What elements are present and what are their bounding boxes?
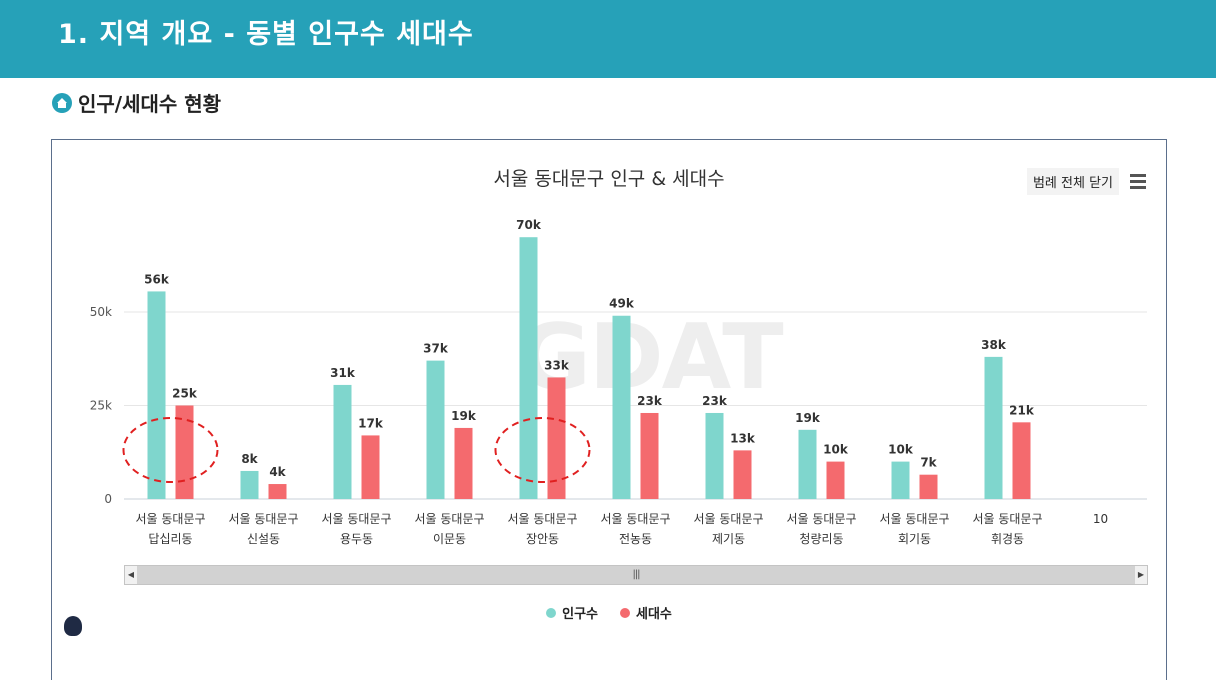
x-tick-label: 서울 동대문구 — [507, 512, 577, 526]
bar — [705, 412, 724, 499]
x-tick-label: 서울 동대문구 — [321, 512, 391, 526]
legend-label-households: 세대수 — [636, 607, 672, 622]
x-tick-label: 휘경동 — [991, 532, 1024, 546]
x-tick-label: 청량리동 — [799, 532, 843, 546]
y-tick-label: 25k — [90, 399, 112, 413]
bar — [547, 377, 566, 499]
legend-item-households[interactable]: 세대수 — [620, 603, 672, 622]
hamburger-menu-icon[interactable] — [1130, 174, 1146, 189]
x-tick-label: 서울 동대문구 — [879, 512, 949, 526]
data-label: 19k — [451, 409, 477, 423]
data-label: 7k — [920, 456, 937, 470]
bar — [1012, 422, 1031, 499]
bar — [612, 315, 631, 499]
data-label: 70k — [516, 218, 542, 232]
brand-logo-icon — [64, 616, 82, 636]
legend-label-population: 인구수 — [562, 607, 598, 622]
y-tick-label: 0 — [104, 492, 112, 506]
bar — [919, 474, 938, 499]
bar — [175, 405, 194, 499]
x-tick-label: 서울 동대문구 — [972, 512, 1042, 526]
bar — [826, 461, 845, 499]
bar — [891, 461, 910, 499]
y-tick-label: 50k — [90, 305, 112, 319]
data-label: 23k — [637, 394, 663, 408]
data-label: 10k — [888, 443, 914, 457]
annotation-ellipse — [494, 417, 591, 483]
chart-legend: 인구수 세대수 — [52, 603, 1166, 622]
data-label: 25k — [172, 387, 198, 401]
data-label: 33k — [544, 358, 570, 372]
x-tick-label: 제기동 — [712, 532, 745, 546]
bar — [454, 427, 473, 499]
x-tick-label: 서울 동대문구 — [600, 512, 670, 526]
x-tick-label: 장안동 — [526, 532, 559, 546]
x-tick-label: 신설동 — [247, 532, 280, 546]
data-label: 13k — [730, 431, 756, 445]
x-tick-label: 10 — [1093, 512, 1108, 526]
bar — [519, 237, 538, 499]
data-label: 8k — [241, 452, 258, 466]
x-tick-label: 서울 동대문구 — [228, 512, 298, 526]
scroll-left-arrow-icon[interactable]: ◀ — [125, 566, 137, 584]
x-tick-label: 회기동 — [898, 532, 931, 546]
bar — [640, 412, 659, 499]
home-icon — [52, 92, 72, 113]
annotation-ellipse — [122, 417, 219, 483]
bar — [240, 470, 259, 499]
bar — [733, 450, 752, 499]
bar — [984, 356, 1003, 499]
data-label: 38k — [981, 338, 1007, 352]
data-label: 49k — [609, 297, 635, 311]
page-title: 1. 지역 개요 - 동별 인구수 세대수 — [58, 19, 474, 50]
legend-dot-population — [546, 607, 557, 618]
section-heading: 인구/세대수 현황 — [52, 88, 221, 117]
data-label: 10k — [823, 443, 849, 457]
bar — [147, 291, 166, 499]
chart-container: GDAT 서울 동대문구 인구 & 세대수 범례 전체 닫기 0 25k 50k 56… — [51, 139, 1167, 680]
x-tick-label: 용두동 — [340, 532, 373, 546]
chart-title: 서울 동대문구 인구 & 세대수 — [493, 168, 725, 190]
x-tick-label: 서울 동대문구 — [414, 512, 484, 526]
data-label: 4k — [269, 465, 286, 479]
data-label: 19k — [795, 411, 821, 425]
bar — [333, 384, 352, 499]
x-tick-label: 전농동 — [619, 532, 652, 546]
data-label: 37k — [423, 342, 449, 356]
x-tick-label: 서울 동대문구 — [693, 512, 763, 526]
bar — [268, 484, 287, 499]
data-label: 17k — [358, 416, 384, 430]
bar — [798, 429, 817, 499]
chart-scrollbar[interactable]: ◀ ||| ▶ — [124, 565, 1148, 585]
x-tick-label: 서울 동대문구 — [135, 512, 205, 526]
scroll-right-arrow-icon[interactable]: ▶ — [1135, 566, 1147, 584]
x-tick-label: 답십리동 — [148, 532, 192, 546]
x-tick-label: 이문동 — [433, 532, 466, 546]
data-label: 56k — [144, 272, 170, 286]
data-label: 31k — [330, 366, 356, 380]
data-label: 23k — [702, 394, 728, 408]
legend-close-button[interactable]: 범례 전체 닫기 — [1026, 168, 1119, 195]
scroll-grip-icon[interactable]: ||| — [632, 569, 640, 580]
bar — [426, 360, 445, 499]
section-title: 인구/세대수 현황 — [78, 92, 222, 116]
legend-item-population[interactable]: 인구수 — [546, 603, 598, 622]
data-label: 21k — [1009, 403, 1035, 417]
x-tick-label: 서울 동대문구 — [786, 512, 856, 526]
header-bar: 1. 지역 개요 - 동별 인구수 세대수 — [0, 0, 1216, 78]
bar — [361, 435, 380, 499]
legend-dot-households — [620, 607, 630, 618]
